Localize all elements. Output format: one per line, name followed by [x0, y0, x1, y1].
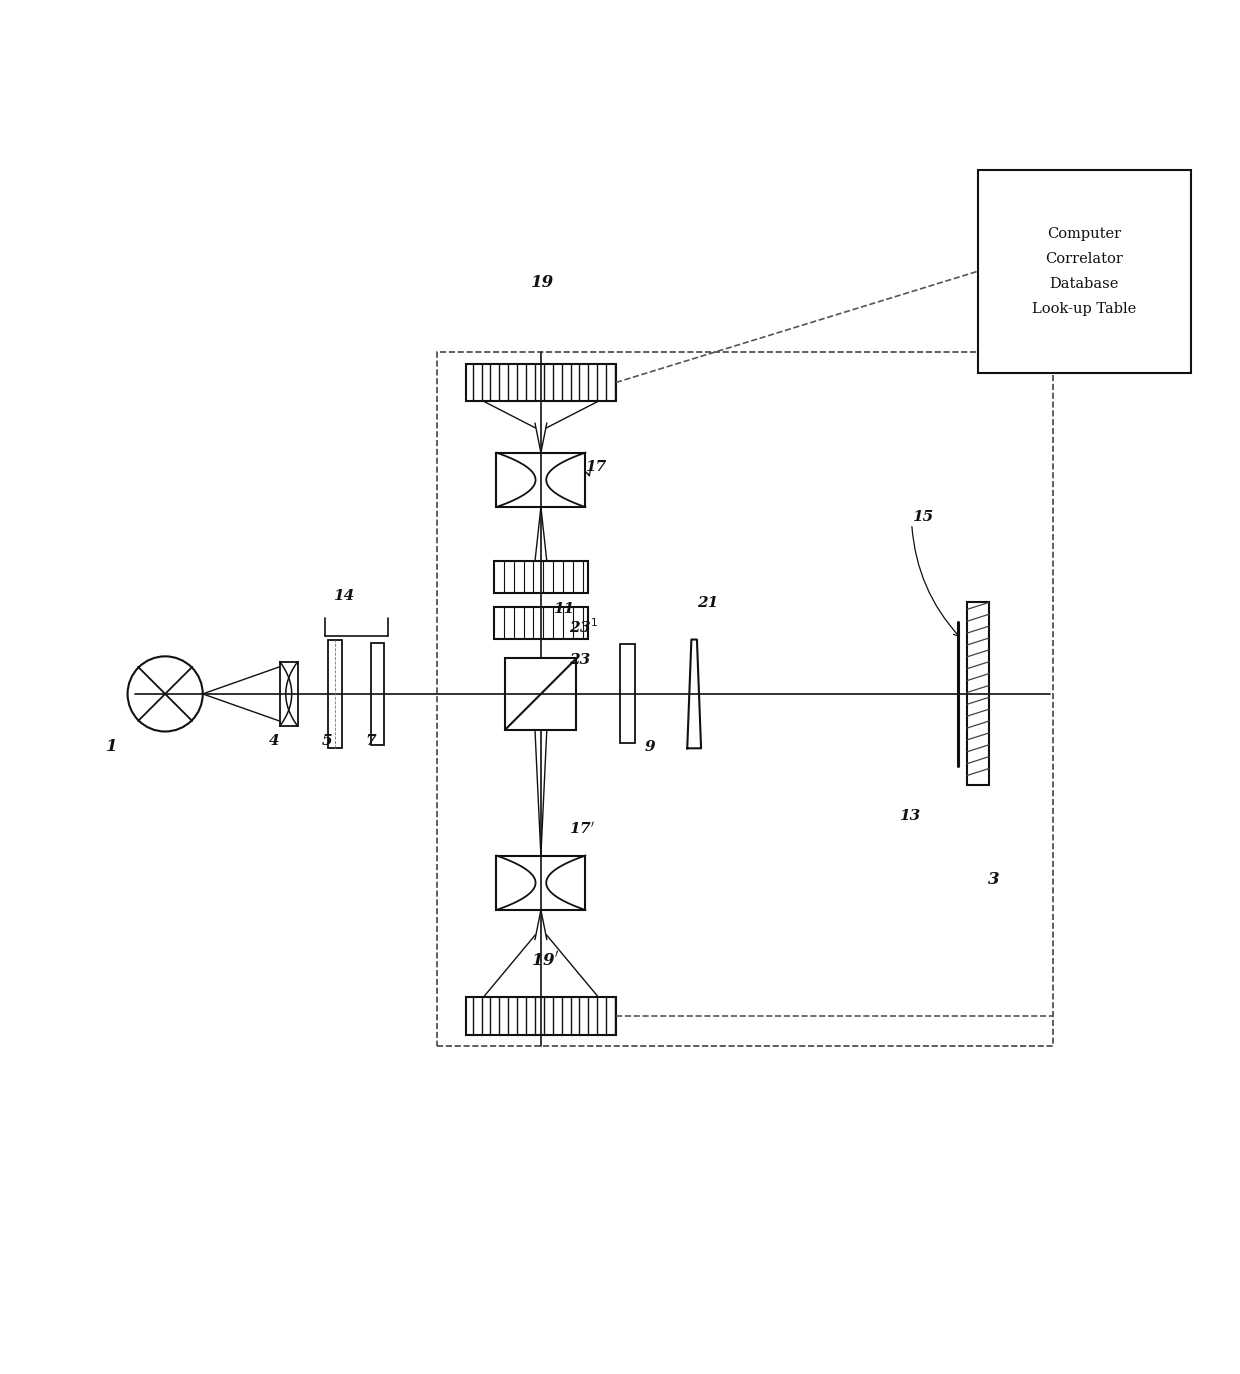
Bar: [494, 607, 588, 639]
Text: 3: 3: [988, 871, 999, 888]
Bar: [496, 856, 585, 910]
Bar: [466, 998, 616, 1035]
Bar: [978, 170, 1190, 372]
Text: 19: 19: [531, 273, 554, 290]
Bar: [620, 644, 635, 743]
Text: 4: 4: [269, 734, 279, 749]
Bar: [466, 364, 616, 401]
Text: 23$^1$: 23$^1$: [569, 617, 598, 636]
Bar: [436, 352, 1053, 1047]
Text: 21: 21: [697, 596, 718, 610]
Text: 9: 9: [645, 741, 656, 754]
Text: 15: 15: [911, 510, 932, 523]
Text: 14: 14: [334, 589, 355, 603]
Bar: [496, 452, 585, 507]
Bar: [329, 639, 342, 749]
Text: 23: 23: [569, 653, 590, 668]
Text: 1: 1: [105, 738, 118, 756]
Text: 7: 7: [366, 734, 377, 749]
Bar: [494, 562, 588, 594]
Text: 13: 13: [899, 809, 920, 823]
Bar: [280, 662, 298, 725]
Text: 17: 17: [585, 460, 606, 474]
Text: 19$'$: 19$'$: [531, 951, 559, 970]
Bar: [967, 602, 988, 786]
Bar: [371, 643, 384, 745]
Text: 11: 11: [553, 602, 574, 616]
Text: 5: 5: [321, 734, 332, 749]
Text: Computer
Correlator
Database
Look-up Table: Computer Correlator Database Look-up Tab…: [1032, 227, 1136, 316]
Text: 17$'$: 17$'$: [569, 820, 595, 837]
Bar: [505, 658, 577, 730]
